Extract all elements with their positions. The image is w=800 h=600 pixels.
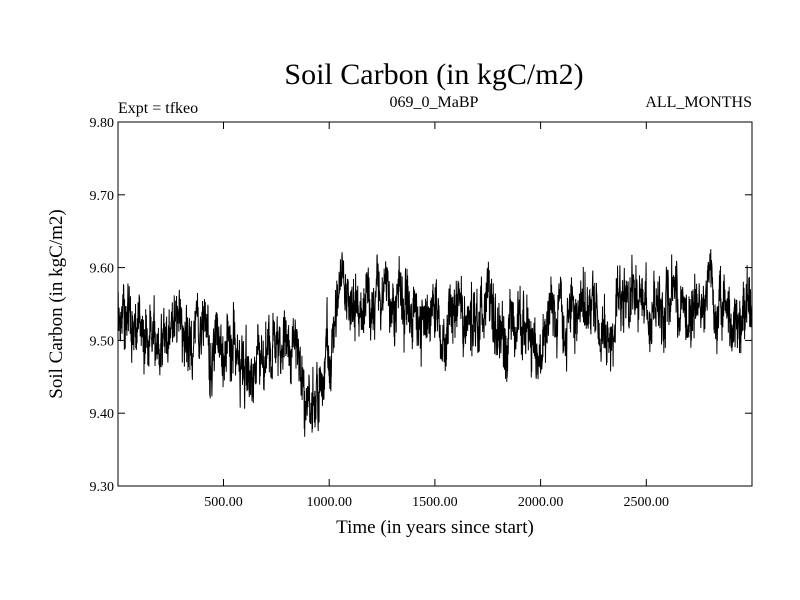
axis-ticks: 9.30 9.40 9.50 9.60 9.70 9.80 500.00 1000.00 150… [90, 116, 752, 510]
y-tick-label: 9.50 [90, 334, 115, 349]
x-tick-label: 1500.00 [412, 495, 458, 510]
y-tick-label: 9.60 [90, 262, 115, 277]
chart-subtitle-left: Expt = tfkeo [118, 100, 198, 117]
x-tick-label: 2000.00 [518, 495, 564, 510]
x-tick-label: 500.00 [204, 495, 243, 510]
y-tick-label: 9.70 [90, 189, 115, 204]
y-tick-label: 9.40 [90, 407, 115, 422]
x-tick-label: 2500.00 [624, 495, 670, 510]
chart-title: Soil Carbon (in kgC/m2) [284, 58, 583, 91]
y-tick-label: 9.80 [90, 116, 115, 131]
chart-subtitle-right: ALL_MONTHS [645, 94, 752, 111]
x-axis-label: Time (in years since start) [336, 517, 534, 538]
plot-area [117, 249, 753, 437]
series-line [117, 249, 753, 437]
y-axis-label: Soil Carbon (in kgC/m2) [46, 209, 67, 398]
y-tick-label: 9.30 [90, 480, 115, 495]
x-tick-label: 1000.00 [306, 495, 352, 510]
chart-subtitle-center: 069_0_MaBP [390, 94, 479, 111]
plot-frame [117, 121, 753, 487]
